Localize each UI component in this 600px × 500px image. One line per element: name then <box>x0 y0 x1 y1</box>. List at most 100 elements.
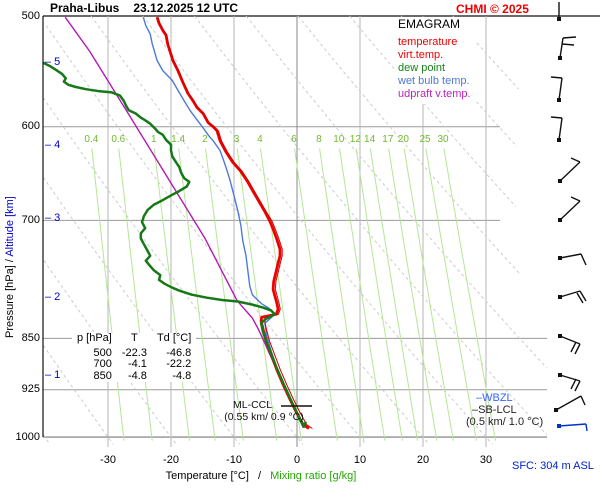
mixing-ratio-line <box>443 148 496 441</box>
pressure-tick-1000: 1000 <box>15 430 40 443</box>
sb-lcl-label: –SB-LCL <box>472 404 517 416</box>
surface-elevation-label: SFC: 304 m ASL <box>512 460 594 472</box>
wind-barb <box>550 116 563 119</box>
wind-barb <box>574 343 581 355</box>
wind-barb <box>559 290 581 298</box>
wind-barb <box>580 395 586 406</box>
legend: EMAGRAM temperature virt.temp. dew point we… <box>396 17 475 104</box>
dry-adiabat <box>297 15 520 274</box>
mixing-ratio-line <box>236 148 278 441</box>
mixing-ratio-line <box>388 148 438 441</box>
table-cell: 500 <box>93 346 112 359</box>
legend-item-virt-temp-: virt.temp. <box>398 49 444 61</box>
table-cell: 850 <box>93 369 112 382</box>
mixing-ratio-line <box>425 148 477 441</box>
legend-item-temperature: temperature <box>398 36 458 48</box>
wind-barb-station-dot <box>558 295 562 299</box>
wind-barb <box>585 423 588 432</box>
wind-barb <box>558 77 563 101</box>
ml-ccl-label: ML-CCL <box>233 399 273 411</box>
wind-barb-station-dot <box>558 179 562 183</box>
pressure-tick-600: 600 <box>21 120 40 133</box>
mixing-ratio-label-17: 17 <box>382 134 394 145</box>
legend-item-wet-bulb-temp-: wet bulb temp. <box>398 75 470 87</box>
wind-barb <box>576 292 584 304</box>
temp-tick--20: -20 <box>163 454 179 466</box>
dry-adiabat <box>194 15 548 436</box>
table-cell: -4.8 <box>127 369 147 382</box>
mixing-ratio-line <box>355 148 403 441</box>
table-header-cell: T <box>131 332 138 344</box>
mixing-ratio-line <box>339 148 386 441</box>
copyright-label: CHMI © 2025 <box>456 2 529 16</box>
wind-barb <box>558 423 587 427</box>
wind-barb <box>570 157 581 163</box>
wind-barb-station-dot <box>557 138 561 142</box>
table-row: 850 -4.8 -4.8 <box>72 369 196 383</box>
legend-items: temperature virt.temp. dew point wet bulb t… <box>398 36 471 101</box>
temp-tick--10: -10 <box>226 454 242 466</box>
virtual-temperature-curve <box>157 17 313 429</box>
mixing-ratio-line <box>294 148 338 441</box>
pressure-tick-700: 700 <box>21 213 40 226</box>
mixing-ratio-label-4: 4 <box>257 134 263 145</box>
table-cell: -22.3 <box>121 346 147 359</box>
wind-barb-station-dot <box>557 98 561 102</box>
wind-barb <box>558 117 563 141</box>
mixing-ratio-line <box>205 148 244 441</box>
wet-bulb-curve <box>142 17 303 426</box>
dry-adiabat <box>45 25 367 445</box>
wind-barb-station-dot <box>558 256 562 260</box>
mixing-ratio-label-12: 12 <box>349 134 361 145</box>
dew-point-curve <box>42 61 307 428</box>
ml-ccl-detail: (0.55 km/ 0.9 °C) <box>224 411 304 423</box>
sb-lcl-detail: (0.5 km/ 1.0 °C) <box>466 416 544 428</box>
pressure-tick-925: 925 <box>21 383 40 396</box>
dry-adiabat <box>452 15 520 90</box>
wind-barb <box>559 335 581 345</box>
mixing-ratio-line <box>319 148 365 441</box>
mixing-ratio-label-0.4: 0.4 <box>84 134 99 145</box>
dry-adiabat <box>42 434 51 445</box>
mixing-ratio-label-3: 3 <box>233 134 240 145</box>
axis-label-separator: / <box>258 470 262 482</box>
wind-barb-station-dot <box>554 408 558 412</box>
mixing-ratio-label-10: 10 <box>333 134 345 145</box>
wind-barb <box>559 374 581 382</box>
wind-barb-station-dot <box>557 424 561 428</box>
mixing-ratio-line <box>403 148 454 441</box>
table-row: 700 -4.1 -22.2 <box>72 358 196 371</box>
wind-barb <box>574 380 581 392</box>
wind-barb <box>555 395 582 411</box>
wind-barb-station-dot <box>557 17 561 21</box>
altitude-tick-2km: – 2 <box>45 291 61 303</box>
mixing-ratio-line <box>91 148 125 441</box>
legend-item-dew-point: dew point <box>398 62 446 74</box>
wind-barb <box>580 253 587 266</box>
altitude-tick-4km: – 4 <box>45 139 61 151</box>
sounding-datetime: 23.12.2025 12 UTC <box>133 1 239 15</box>
temp-tick--30: -30 <box>100 454 116 466</box>
mixing-ratio-label-1: 1 <box>150 134 157 145</box>
mixing-ratio-line <box>369 148 418 441</box>
dry-adiabat <box>90 15 430 445</box>
x-axis-label: Temperature [°C] / Mixing ratio [g/kg] <box>0 470 522 482</box>
mixing-ratio-line <box>260 148 302 441</box>
mixing-ratio-label-2: 2 <box>202 134 208 145</box>
wind-barb <box>559 200 581 221</box>
dry-adiabat <box>349 15 517 207</box>
temperature-axis-label: Temperature [°C] <box>165 470 249 482</box>
wind-barb-station-dot <box>558 373 562 377</box>
pressure-tick-850: 850 <box>21 331 40 344</box>
mixing-ratio-label-25: 25 <box>419 134 431 145</box>
mixing-ratio-label-0.6: 0.6 <box>111 134 126 145</box>
table-cell: -4.1 <box>127 358 147 370</box>
mixing-ratio-label-30: 30 <box>437 134 449 145</box>
dry-adiabat <box>42 345 114 445</box>
ml-ccl-annotation: ML-CCL (0.55 km/ 0.9 °C) <box>216 399 312 423</box>
temp-tick-10: 10 <box>353 454 367 466</box>
table-cell: -46.8 <box>166 346 192 359</box>
wind-barb-station-dot <box>558 218 562 222</box>
temp-tick-20: 20 <box>416 454 430 466</box>
